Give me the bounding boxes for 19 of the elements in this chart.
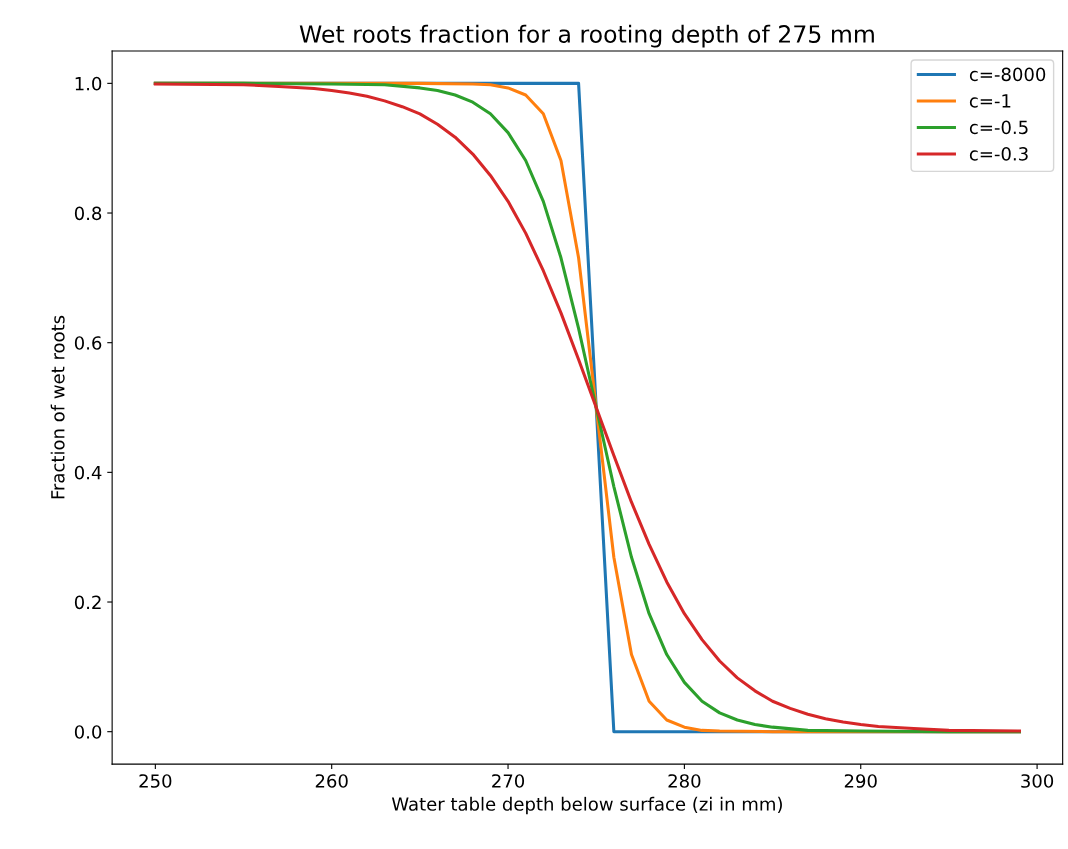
x-tick-label: 260 bbox=[315, 774, 348, 788]
y-tick-label: 0.4 bbox=[74, 465, 102, 480]
x-tick-label: 280 bbox=[668, 774, 701, 788]
chart-title: Wet roots fraction for a rooting depth of 275 mm bbox=[299, 24, 874, 48]
x-axis-title: Water table depth below surface (zi in mm) bbox=[391, 796, 782, 815]
y-tick-label: 0.0 bbox=[74, 725, 102, 739]
y-tick-label: 0.2 bbox=[74, 595, 101, 610]
legend-label: c=-1 bbox=[969, 94, 1011, 108]
y-axis-title: Fraction of wet roots bbox=[50, 315, 65, 499]
legend-label: c=-0.3 bbox=[969, 147, 1028, 161]
y-tick-label: 0.8 bbox=[74, 206, 102, 221]
x-tick-label: 290 bbox=[844, 774, 877, 788]
x-tick-label: 250 bbox=[139, 774, 172, 788]
x-tick-label: 300 bbox=[1021, 774, 1054, 788]
x-tick-label: 270 bbox=[492, 774, 525, 788]
legend-label: c=-8000 bbox=[969, 67, 1046, 82]
legend-label: c=-0.5 bbox=[969, 120, 1028, 135]
y-tick-label: 0.6 bbox=[74, 336, 102, 350]
y-tick-label: 1.0 bbox=[75, 76, 102, 91]
